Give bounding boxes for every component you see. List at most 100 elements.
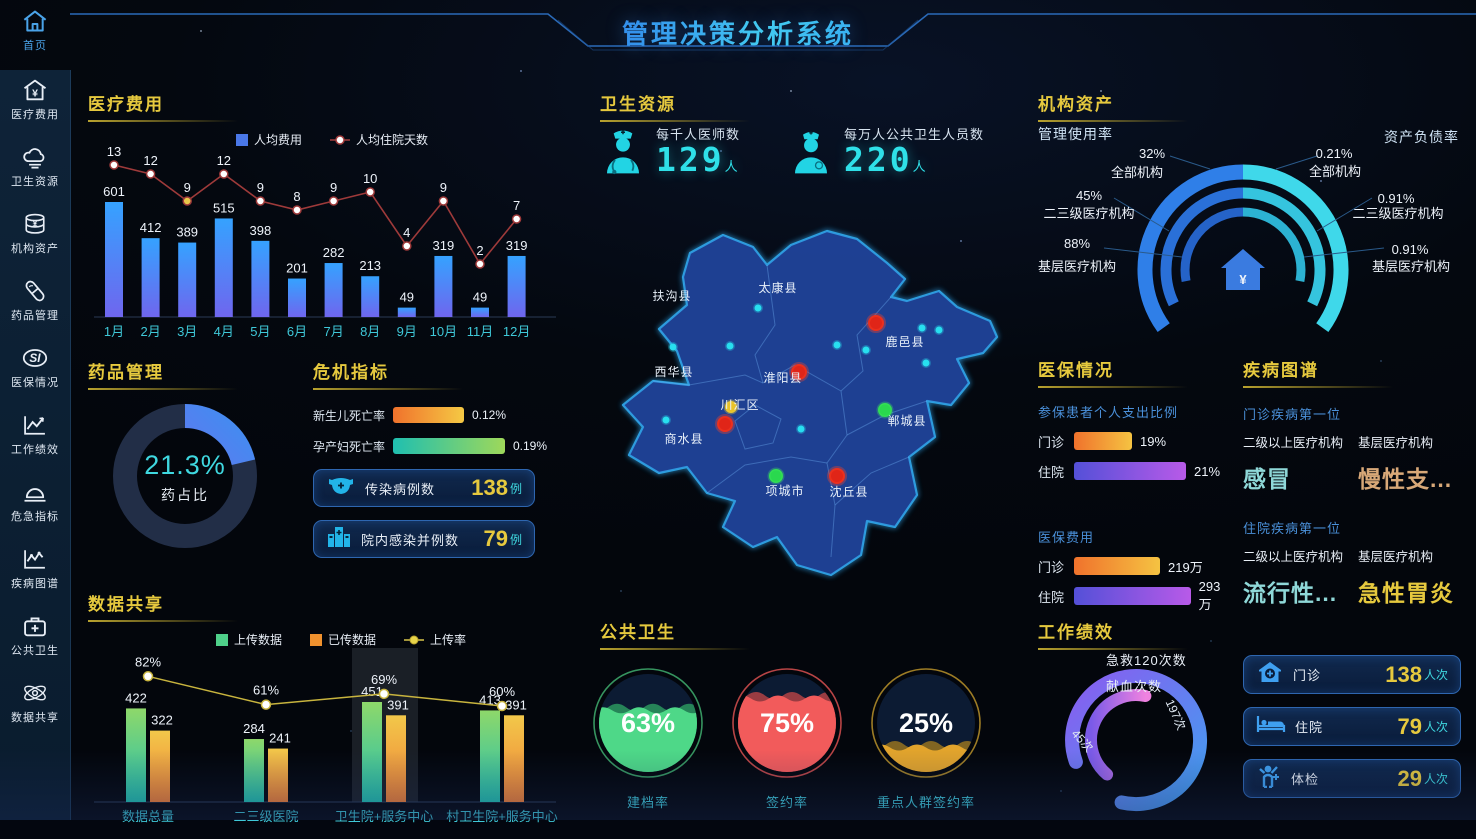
- map-label-county[interactable]: 项城市: [765, 483, 804, 498]
- legend-line-swatch[interactable]: [335, 135, 345, 145]
- checkup-icon: [1256, 764, 1282, 793]
- disease-graph-icon: [0, 546, 70, 572]
- sidebar-item-performance[interactable]: 工作绩效: [0, 405, 70, 472]
- sidebar-item-disease-graph[interactable]: 疾病图谱: [0, 539, 70, 606]
- sidebar-item-medical-fee[interactable]: ¥ 医疗费用: [0, 70, 70, 137]
- legend-rate-swatch[interactable]: [409, 635, 419, 645]
- liquid-circle-2: 75% 签约率: [727, 663, 847, 811]
- map-label-county[interactable]: 川汇区: [720, 398, 759, 412]
- svg-text:12月: 12月: [503, 324, 530, 339]
- sidebar: 首页 ¥ 医疗费用 卫生资源 ¥ 机构资产药品管理 SI 医保情况 工作绩效危急指标疾病图谱公…: [0, 0, 71, 820]
- map-marker-red-1[interactable]: [789, 362, 809, 382]
- svg-text:数据总量: 数据总量: [122, 809, 174, 824]
- health-stat-label: 每千人医师数: [656, 127, 741, 142]
- map-marker-red-0[interactable]: [866, 313, 886, 333]
- liquid-circle-1: 63% 建档率: [588, 663, 708, 811]
- rate-point-4: [496, 700, 508, 712]
- map-label-county[interactable]: 淮阳县: [763, 371, 802, 385]
- sidebar-item-label: 药品管理: [11, 310, 59, 322]
- performance-card-3: 体检 29 人次: [1243, 759, 1461, 798]
- map-label-county[interactable]: 西华县: [654, 365, 693, 379]
- line-point-month-2: [145, 169, 156, 179]
- disease-subtitle-2: 住院疾病第一位: [1243, 521, 1342, 536]
- svg-text:2: 2: [476, 243, 483, 258]
- page-title: 管理决策分析系统: [588, 14, 888, 51]
- home-icon: [0, 8, 70, 34]
- disease-org-label: 二级以上医疗机构: [1243, 436, 1344, 450]
- map-marker-green-5[interactable]: [767, 467, 785, 485]
- rate-point-3: [378, 688, 390, 700]
- drug-ratio-center: 21.3% 药占比: [115, 450, 255, 505]
- legend-upload-swatch[interactable]: [216, 634, 228, 646]
- svg-text:49: 49: [473, 290, 487, 305]
- hospital-icon: [326, 525, 352, 554]
- gauge-left-value-2: 45%: [1076, 188, 1102, 203]
- performance-icon: [0, 412, 70, 438]
- legend-sent-swatch[interactable]: [310, 634, 322, 646]
- map-label-county[interactable]: 太康县: [758, 280, 797, 295]
- svg-text:全部机构: 全部机构: [1309, 164, 1361, 179]
- health-stat-unit: 人: [912, 159, 926, 174]
- crisis-bar-row-1: 新生儿死亡率 0.12%: [313, 406, 558, 424]
- svg-text:49: 49: [400, 290, 414, 305]
- sidebar-item-drug-mgmt[interactable]: 药品管理: [0, 271, 70, 338]
- drug-ratio-donut: [113, 404, 257, 548]
- disease-groups: 门诊疾病第一位 二级以上医疗机构 感冒 基层医疗机构 慢性支... 住院疾病第一位 二级以上…: [1243, 404, 1473, 608]
- panel-drug-mgmt: 药品管理: [88, 358, 238, 390]
- map-marker-cyan-9: [725, 341, 735, 351]
- sidebar-item-data-share[interactable]: 数据共享: [0, 673, 70, 740]
- svg-text:3月: 3月: [177, 324, 197, 339]
- panel-data-share: 数据共享 上传数据 已传数据 上传率 422 322 数据总量 284 241 二三级医院 451…: [88, 590, 562, 839]
- liquid-percent: 25%: [899, 708, 953, 738]
- sidebar-item-health-resource[interactable]: 卫生资源: [0, 137, 70, 204]
- map-label-county[interactable]: 商水县: [664, 431, 703, 446]
- svg-text:422: 422: [125, 690, 147, 705]
- gauge-left-value-3: 88%: [1064, 236, 1090, 251]
- map-label-county[interactable]: 沈丘县: [829, 484, 868, 499]
- sidebar-item-label: 危急指标: [11, 511, 59, 523]
- map-marker-green-4[interactable]: [876, 401, 894, 419]
- org-assets-title: 机构资产: [1038, 90, 1462, 122]
- upload-bar-4: [480, 710, 500, 802]
- map-label-county[interactable]: 鹿邑县: [885, 334, 924, 349]
- disease-col-1-2: 基层医疗机构 慢性支...: [1358, 432, 1473, 494]
- sidebar-item-home[interactable]: 首页: [0, 8, 70, 53]
- svg-text:60%: 60%: [489, 684, 515, 699]
- map-region-shape[interactable]: [621, 229, 999, 577]
- map-marker-cyan-16: [796, 424, 806, 434]
- svg-text:12: 12: [217, 153, 231, 168]
- header-frame: [70, 13, 1476, 51]
- map-marker-red-3[interactable]: [827, 466, 847, 486]
- svg-text:4: 4: [403, 225, 410, 240]
- public-health-title: 公共卫生: [600, 618, 750, 650]
- drug-ratio-label: 药占比: [161, 487, 209, 503]
- map-marker-cyan-10: [832, 340, 842, 350]
- map-marker-cyan-12: [917, 323, 927, 333]
- bar-month-5: [251, 240, 270, 317]
- performance-card-label: 体检: [1291, 772, 1320, 787]
- cloud-icon: [0, 144, 70, 170]
- drug-ratio-percent: 21.3%: [144, 450, 226, 480]
- sidebar-item-critical-indicators[interactable]: 危急指标: [0, 472, 70, 539]
- insurance-row-label: 门诊: [1038, 559, 1065, 575]
- svg-text:2月: 2月: [140, 324, 160, 339]
- bar-month-11: [471, 307, 489, 317]
- sidebar-item-public-health[interactable]: 公共卫生: [0, 606, 70, 673]
- map-marker-yellow-6[interactable]: [723, 399, 739, 415]
- svg-text:391: 391: [387, 697, 409, 712]
- health-stat-1: 每千人医师数 129人: [600, 124, 740, 185]
- disease-org-label: 基层医疗机构: [1358, 550, 1434, 564]
- svg-text:241: 241: [269, 731, 291, 746]
- data-share-chart: 上传数据 已传数据 上传率422322数据总量284241二三级医院451391卫生…: [94, 632, 558, 824]
- legend-bar-swatch[interactable]: [236, 134, 248, 146]
- map-label-county[interactable]: 扶沟县: [652, 288, 691, 303]
- sidebar-item-org-assets[interactable]: ¥ 机构资产: [0, 204, 70, 271]
- svg-text:¥: ¥: [32, 218, 38, 228]
- svg-text:319: 319: [506, 238, 528, 253]
- bar-month-2: [141, 238, 160, 317]
- hospital-fee-icon: ¥: [0, 77, 70, 103]
- map-label-county[interactable]: 郸城县: [887, 414, 926, 428]
- svg-text:二三级医疗机构: 二三级医疗机构: [1352, 206, 1443, 221]
- sidebar-item-insurance[interactable]: SI 医保情况: [0, 338, 70, 405]
- map-marker-red-2[interactable]: [715, 414, 735, 434]
